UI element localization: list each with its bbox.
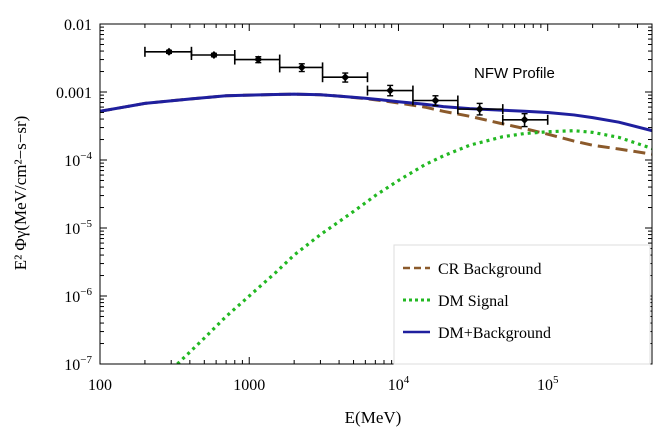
- y-tick-label: 0.01: [64, 17, 92, 34]
- legend: CR Background DM Signal DM+Background: [393, 244, 651, 365]
- series-line-dm-background: [100, 92, 652, 133]
- y-tick-label: 10−7: [64, 354, 92, 374]
- legend-box: [393, 244, 651, 365]
- data-point-marker: [520, 115, 529, 124]
- data-point-marker: [431, 96, 440, 105]
- x-tick-label: 1000: [233, 377, 265, 394]
- data-point-marker: [165, 47, 174, 56]
- data-point-marker: [254, 55, 263, 64]
- x-tick-label: 100: [88, 377, 112, 394]
- data-point: [366, 84, 414, 97]
- series-layer: [100, 92, 652, 364]
- x-axis-label: E(MeV): [345, 408, 402, 427]
- x-tick-label: 105: [537, 374, 559, 394]
- legend-label: DM+Background: [438, 325, 551, 342]
- data-points-layer: [144, 46, 549, 128]
- data-point: [457, 102, 504, 116]
- series-line-dm-signal: [176, 129, 652, 364]
- x-tick-label-exponent: 4: [404, 374, 410, 386]
- y-tick-label-exponent: −4: [80, 150, 92, 162]
- plot-frame: [99, 23, 653, 365]
- annotation-nfw-profile: NFW Profile: [474, 65, 555, 82]
- y-tick-label-exponent: −7: [80, 354, 92, 366]
- y-tick-label-exponent: −5: [80, 218, 92, 230]
- data-point-marker: [209, 51, 218, 60]
- data-point-marker: [297, 63, 306, 72]
- y-tick-label-exponent: −6: [80, 286, 92, 298]
- y-tick-label: 10−4: [64, 150, 92, 170]
- data-point: [278, 62, 324, 73]
- x-tick-label-exponent: 5: [553, 374, 559, 386]
- data-point-marker: [341, 73, 350, 82]
- y-tick-label: 10−5: [64, 218, 92, 238]
- y-tick-label: 0.001: [56, 85, 92, 102]
- data-point: [412, 95, 459, 107]
- y-axis-label: E² Φγ(MeV/cm²−s−sr): [11, 116, 30, 271]
- data-point-marker: [475, 105, 484, 114]
- data-point: [233, 54, 281, 65]
- data-point-marker: [386, 86, 395, 95]
- labels-layer: 100 1000 104 105 0.01 0.001 10−4 10−5 10−6 10−7: [56, 17, 559, 394]
- data-point: [190, 50, 236, 61]
- legend-label: CR Background: [438, 261, 542, 278]
- data-point: [321, 72, 369, 83]
- series-line-cr-background: [100, 92, 652, 156]
- y-tick-label: 10−6: [64, 286, 92, 306]
- data-point: [144, 46, 193, 57]
- data-point: [501, 112, 549, 128]
- legend-label: DM Signal: [438, 293, 509, 310]
- x-tick-label: 104: [388, 374, 410, 394]
